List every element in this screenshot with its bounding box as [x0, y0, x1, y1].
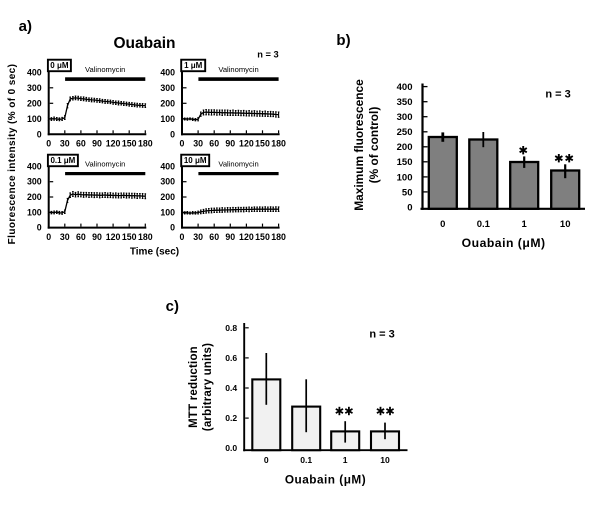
- svg-text:0.8: 0.8: [225, 323, 237, 333]
- svg-text:200: 200: [27, 98, 42, 108]
- svg-text:300: 300: [397, 112, 413, 123]
- svg-text:0: 0: [46, 139, 51, 149]
- svg-text:90: 90: [225, 232, 235, 242]
- svg-text:300: 300: [27, 83, 42, 93]
- svg-text:0: 0: [37, 129, 42, 139]
- svg-text:0.1: 0.1: [477, 219, 491, 230]
- svg-text:400: 400: [397, 82, 413, 93]
- svg-text:400: 400: [160, 67, 175, 77]
- svg-text:90: 90: [225, 139, 235, 149]
- svg-text:180: 180: [271, 232, 286, 242]
- svg-text:100: 100: [27, 114, 42, 124]
- svg-text:(% of control): (% of control): [367, 107, 381, 184]
- svg-text:300: 300: [27, 177, 42, 187]
- svg-text:400: 400: [27, 161, 42, 171]
- svg-text:60: 60: [76, 232, 86, 242]
- svg-text:0: 0: [264, 455, 269, 465]
- svg-text:30: 30: [60, 232, 70, 242]
- svg-text:200: 200: [160, 98, 175, 108]
- svg-text:0: 0: [180, 232, 185, 242]
- svg-text:Ouabain: Ouabain: [113, 35, 175, 52]
- svg-text:1 μM: 1 μM: [184, 61, 203, 70]
- svg-text:400: 400: [27, 67, 42, 77]
- svg-text:350: 350: [397, 97, 413, 108]
- svg-text:200: 200: [397, 142, 413, 153]
- svg-text:0: 0: [440, 219, 445, 230]
- svg-text:Valinomycin: Valinomycin: [218, 65, 258, 74]
- svg-text:150: 150: [397, 157, 413, 168]
- svg-text:0: 0: [46, 232, 51, 242]
- svg-text:100: 100: [160, 114, 175, 124]
- svg-text:Time (sec): Time (sec): [130, 247, 179, 258]
- svg-text:60: 60: [209, 232, 219, 242]
- svg-text:1: 1: [522, 219, 528, 230]
- svg-text:a): a): [19, 18, 32, 35]
- svg-text:c): c): [166, 298, 179, 315]
- svg-text:0: 0: [407, 202, 412, 213]
- svg-text:Ouabain (μM): Ouabain (μM): [462, 236, 546, 250]
- svg-text:n = 3: n = 3: [545, 89, 570, 101]
- svg-text:0.1: 0.1: [300, 455, 312, 465]
- svg-text:n = 3: n = 3: [369, 329, 394, 341]
- svg-text:300: 300: [160, 83, 175, 93]
- svg-text:100: 100: [27, 207, 42, 217]
- svg-text:120: 120: [106, 139, 121, 149]
- svg-text:120: 120: [106, 232, 121, 242]
- svg-text:Ouabain (μM): Ouabain (μM): [285, 473, 366, 487]
- svg-text:Valinomycin: Valinomycin: [85, 160, 125, 169]
- svg-text:b): b): [336, 32, 350, 49]
- svg-text:0.0: 0.0: [225, 443, 237, 453]
- svg-text:200: 200: [160, 192, 175, 202]
- svg-text:150: 150: [122, 139, 137, 149]
- svg-text:400: 400: [160, 161, 175, 171]
- svg-text:90: 90: [92, 139, 102, 149]
- svg-text:Maximum fluorescence: Maximum fluorescence: [352, 79, 366, 211]
- svg-text:0: 0: [180, 139, 185, 149]
- svg-text:MTT reduction: MTT reduction: [188, 346, 200, 428]
- svg-text:50: 50: [402, 187, 413, 198]
- svg-text:10 μM: 10 μM: [184, 156, 207, 165]
- svg-text:150: 150: [255, 232, 270, 242]
- svg-text:150: 150: [255, 139, 270, 149]
- svg-text:Fluorescence intensity (% of 0: Fluorescence intensity (% of 0 sec): [7, 64, 18, 245]
- svg-text:0.6: 0.6: [225, 353, 237, 363]
- svg-text:120: 120: [239, 232, 254, 242]
- svg-text:0: 0: [37, 223, 42, 233]
- svg-text:10: 10: [560, 219, 571, 230]
- svg-text:180: 180: [138, 232, 153, 242]
- svg-text:n = 3: n = 3: [257, 50, 278, 60]
- svg-text:200: 200: [27, 192, 42, 202]
- svg-text:300: 300: [160, 177, 175, 187]
- svg-text:90: 90: [92, 232, 102, 242]
- svg-text:250: 250: [397, 127, 413, 138]
- svg-text:1: 1: [343, 455, 348, 465]
- svg-text:100: 100: [160, 207, 175, 217]
- svg-text:Valinomycin: Valinomycin: [85, 65, 125, 74]
- svg-text:30: 30: [193, 232, 203, 242]
- svg-text:(arbitrary units): (arbitrary units): [202, 343, 214, 431]
- svg-text:60: 60: [76, 139, 86, 149]
- svg-text:180: 180: [271, 139, 286, 149]
- svg-text:60: 60: [209, 139, 219, 149]
- svg-text:0.2: 0.2: [225, 413, 237, 423]
- svg-text:0.4: 0.4: [225, 383, 237, 393]
- svg-text:120: 120: [239, 139, 254, 149]
- svg-text:0: 0: [170, 129, 175, 139]
- svg-text:0: 0: [170, 223, 175, 233]
- svg-text:0.1 μM: 0.1 μM: [50, 156, 75, 165]
- svg-text:0 μM: 0 μM: [50, 61, 69, 70]
- svg-text:150: 150: [122, 232, 137, 242]
- svg-text:30: 30: [60, 139, 70, 149]
- svg-text:30: 30: [193, 139, 203, 149]
- svg-text:Valinomycin: Valinomycin: [218, 160, 258, 169]
- svg-text:180: 180: [138, 139, 153, 149]
- svg-text:100: 100: [397, 172, 413, 183]
- svg-text:10: 10: [380, 455, 390, 465]
